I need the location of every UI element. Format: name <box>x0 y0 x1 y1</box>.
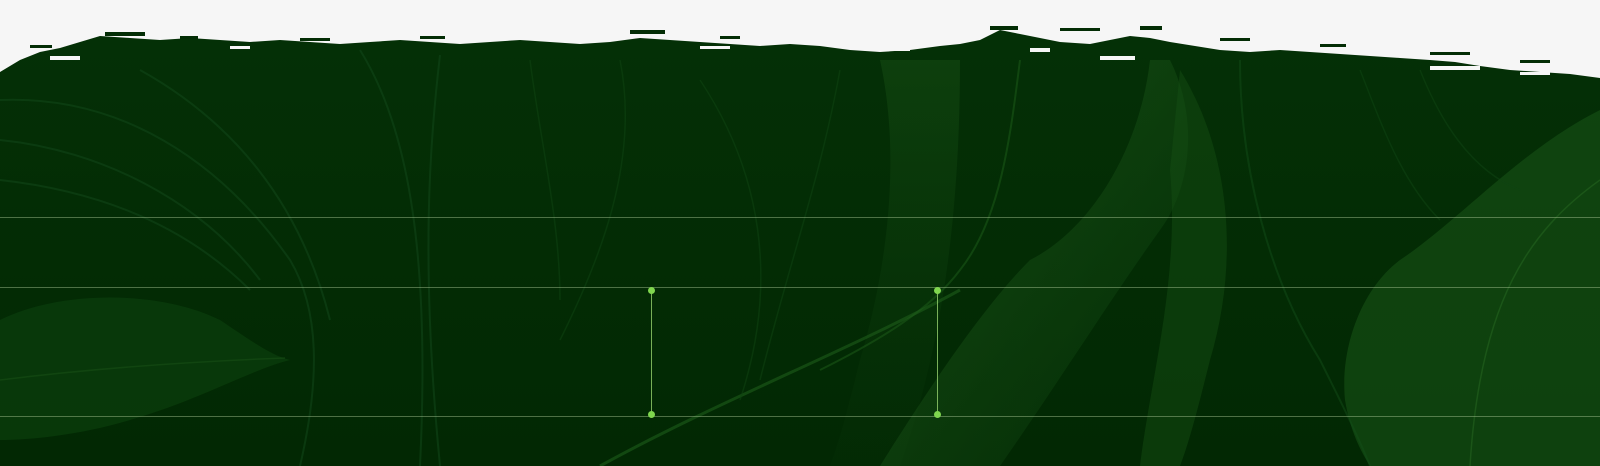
node-left-top[interactable] <box>648 287 655 294</box>
torn-edge-gaps <box>50 46 1550 75</box>
torn-edge-specks <box>30 26 1550 63</box>
guide-line-bottom <box>0 416 1600 417</box>
node-left-bottom[interactable] <box>648 411 655 418</box>
torn-edge-foliage <box>0 30 1600 466</box>
node-right-top[interactable] <box>934 287 941 294</box>
leaf-shaft-mid <box>830 60 960 466</box>
connector-left <box>651 290 652 414</box>
connector-right <box>937 290 938 414</box>
leaf-right <box>1344 110 1600 466</box>
leaf-center-right <box>880 60 1189 466</box>
node-right-bottom[interactable] <box>934 411 941 418</box>
leaf-left <box>0 297 290 440</box>
guide-line-top <box>0 217 1600 218</box>
guide-line-middle <box>0 287 1600 288</box>
